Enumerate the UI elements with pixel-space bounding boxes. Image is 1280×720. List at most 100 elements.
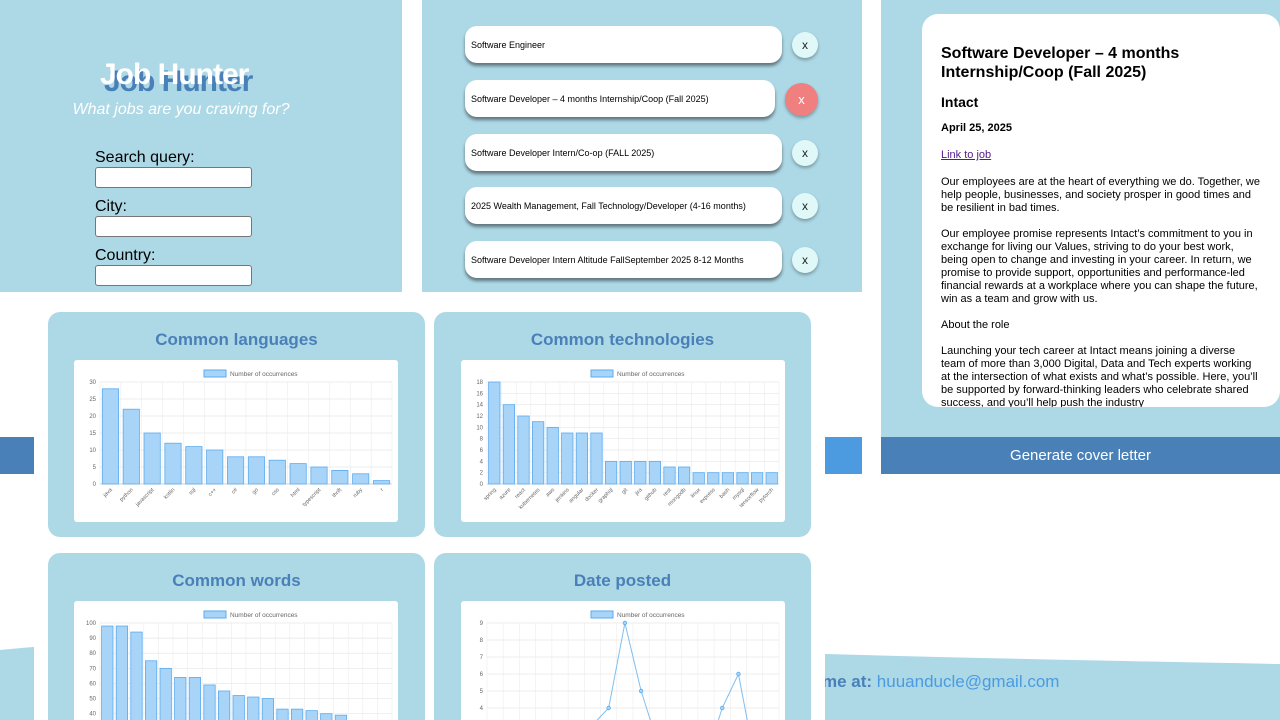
chart-bar [101,388,119,485]
country-input[interactable] [95,265,252,286]
job-item[interactable]: Software Engineer [465,26,782,63]
remove-job-button[interactable]: x [792,247,818,273]
y-tick-label: 90 [89,636,96,642]
languages-card: Common languages Number of occurrences 0 5… [48,312,425,537]
x-tick-label: aws [545,487,556,498]
chart-bar [203,684,216,720]
chart-bar [188,677,201,720]
chart-bar [634,460,647,485]
chart-title: Common languages [155,330,318,349]
x-tick-label: jira [634,487,645,498]
generate-cover-letter-button[interactable]: Generate cover letter [881,437,1280,474]
chart-bar [605,460,618,485]
job-item-title: Software Developer – 4 months Internship… [471,93,709,104]
chart-bar [532,421,545,485]
job-detail-title: Software Developer – 4 months Internship… [941,45,1180,81]
chart-bar [159,667,172,720]
chart-bar [261,698,274,720]
chart-bar [561,432,574,485]
search-panel [0,0,402,292]
y-tick-label: 0 [93,482,97,488]
legend-swatch [203,369,227,378]
job-item-title: Software Developer Intern/Co-op (FALL 20… [471,147,655,158]
remove-job-button[interactable]: x [792,140,818,166]
y-tick-label: 20 [89,414,96,420]
chart-bar [590,432,603,485]
job-detail-date: April 25, 2025 [941,122,1012,134]
y-tick-label: 18 [476,380,483,386]
y-tick-label: 4 [480,706,484,712]
city-input[interactable] [95,216,252,237]
y-tick-label: 60 [89,681,96,687]
x-tick-label: css [271,487,281,497]
chart-bar [276,708,289,720]
job-item[interactable]: 2025 Wealth Management, Fall Technology/… [465,187,782,224]
x-tick-label: ruby [352,487,364,499]
date-posted-card: Date posted Number of occurrences1234567… [434,553,811,720]
job-link[interactable]: Link to job [941,149,992,161]
chart-bar [232,695,245,720]
x-tick-label: javascript [134,487,156,509]
chart-bar [488,381,501,485]
x-tick-label: html [290,487,302,499]
languages-chart: Number of occurrences 0 5 10 15 20 25 30 java pyt… [74,360,398,522]
x-tick-label: kotlin [163,487,176,500]
chart-title: Date posted [573,571,672,590]
chart-bar [502,404,515,485]
search-button-edge[interactable] [0,437,34,474]
y-tick-label: 80 [89,651,96,657]
x-tick-label: express [699,487,717,505]
chart-bar [227,456,245,485]
job-item-selected[interactable]: Software Developer – 4 months Internship… [465,80,775,117]
legend-label: Number of occurrences [230,612,298,619]
remove-job-button[interactable]: x [792,32,818,58]
y-tick-label: 5 [480,689,484,695]
chart-legend: Number of occurrences [590,610,685,619]
chart-bar [247,456,265,485]
chart-bar [648,460,661,485]
chart-bar [291,708,304,720]
search-query-input[interactable] [95,167,252,188]
y-tick-label: 50 [89,697,96,703]
chart-point [638,688,644,694]
x-tick-label: rest [662,487,673,498]
chart-bar [145,660,158,720]
description-paragraph: Launching your tech career at Intact mea… [941,345,1258,407]
y-tick-label: 25 [89,397,96,403]
job-item-title: Software Developer Intern Altitude FallS… [471,254,744,265]
x-tick-label: github [643,487,658,502]
chart-bar [268,459,286,485]
contact-email[interactable]: huuanducle@gmail.com [876,672,1060,691]
chart-bar [736,472,749,485]
x-tick-label: git [621,487,630,496]
x-tick-label: sql [188,487,197,496]
chart-bar [692,472,705,485]
description-paragraph: Our employees are at the heart of everyt… [941,176,1260,214]
y-tick-label: 30 [89,380,96,386]
remove-job-button[interactable]: x [785,83,818,116]
y-tick-label: 5 [93,465,97,471]
contact-line: me at: huuanducle@gmail.com [822,672,1059,692]
x-tick-label: azure [498,487,512,501]
chart-title: Common words [172,571,301,590]
job-list-button-edge[interactable] [825,437,862,474]
chart-bar [115,625,128,720]
chart-bar [289,463,307,485]
y-tick-label: 6 [480,672,484,678]
y-tick-label: 9 [480,621,484,627]
x-tick-label: java [102,487,115,500]
chart-bar [352,473,370,485]
legend-label: Number of occurrences [617,612,685,619]
x-tick-label: bash [719,487,732,500]
x-tick-label: r [379,487,385,493]
job-item[interactable]: Software Developer Intern Altitude FallS… [465,241,782,278]
chart-bar [174,677,187,720]
y-tick-label: 8 [480,638,484,644]
y-tick-label: 14 [476,403,483,409]
x-tick-label: typescript [302,487,323,508]
job-item[interactable]: Software Developer Intern/Co-op (FALL 20… [465,134,782,171]
chart-bar [320,713,333,720]
y-tick-label: 8 [480,437,484,443]
chart-bar [678,466,691,485]
remove-job-button[interactable]: x [792,193,818,219]
